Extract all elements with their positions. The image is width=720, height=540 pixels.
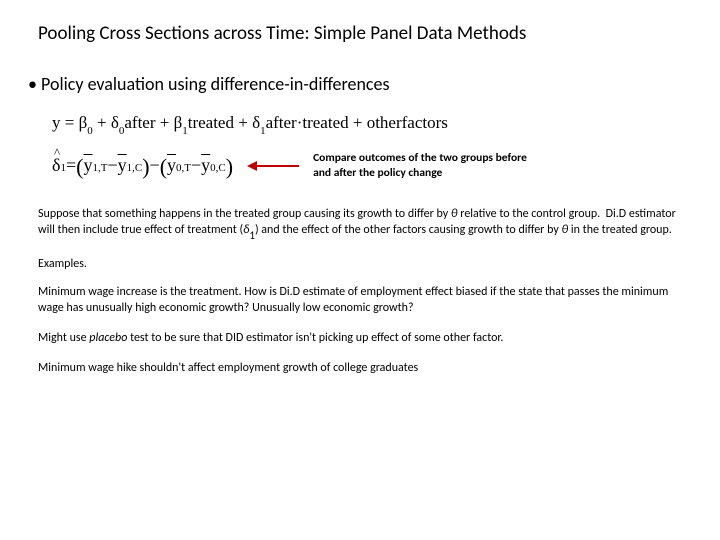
bullet-main: Policy evaluation using difference-in-di… [28,73,690,95]
page-title: Pooling Cross Sections across Time: Simp… [38,22,690,45]
equation-row: δ1 = (y1,T − y1,C) − (y0,T − y0,C) Compa… [52,151,690,180]
paragraph-college-grads: Minimum wage hike shouldn't affect emplo… [38,360,690,376]
equation-regression: y = β0 + δ0after + β1treated + δ1after·t… [52,113,690,135]
paragraph-minwage-bias: Minimum wage increase is the treatment. … [38,284,690,316]
paragraph-placebo: Might use placebo test to be sure that D… [38,330,690,346]
arrow-annotation: Compare outcomes of the two groups befor… [313,151,543,180]
paragraph-examples-label: Examples. [38,256,690,272]
arrow-icon [247,159,299,173]
paragraph-suppose: Suppose that something happens in the tr… [38,206,690,241]
slide-container: Pooling Cross Sections across Time: Simp… [0,0,720,411]
equation-did-estimator: δ1 = (y1,T − y1,C) − (y0,T − y0,C) [52,153,233,179]
